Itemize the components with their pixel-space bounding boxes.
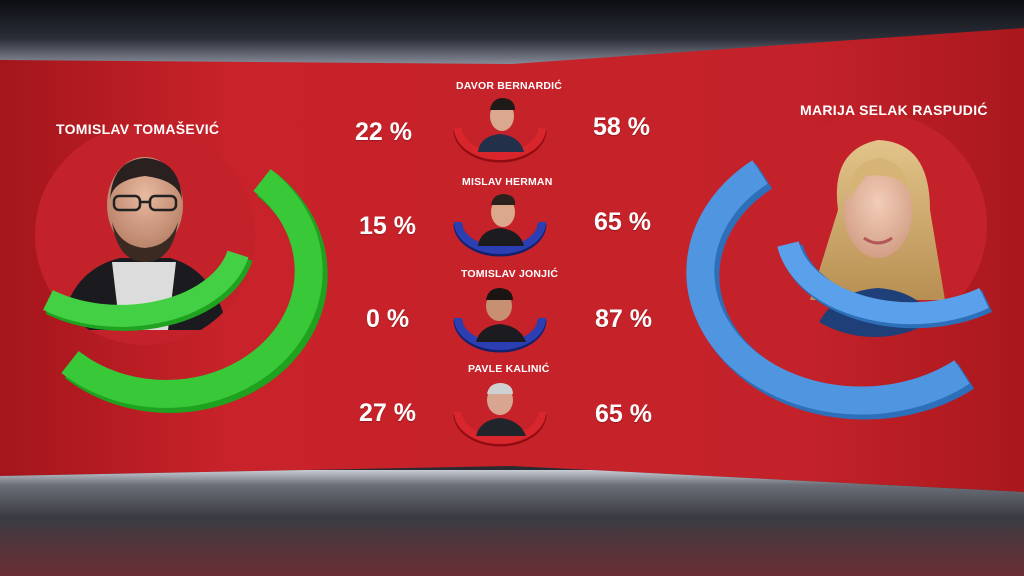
row-1-portrait [453, 98, 547, 163]
row-3-portrait [453, 288, 547, 353]
row-3-right-pct: 87 % [595, 305, 652, 333]
row-3-name: TOMISLAV JONJIĆ [461, 268, 559, 280]
row-4-portrait [453, 383, 547, 447]
row-1-name: DAVOR BERNARDIĆ [456, 80, 563, 92]
row-4-right-pct: 65 % [595, 400, 652, 428]
row-3-left-pct: 0 % [366, 305, 410, 333]
row-1-right-pct: 58 % [593, 113, 650, 141]
row-4-left-pct: 27 % [359, 399, 416, 427]
studio-floor [0, 470, 1024, 576]
row-2-right-pct: 65 % [594, 208, 651, 236]
left-candidate-rings [43, 168, 328, 413]
row-2-left-pct: 15 % [359, 212, 416, 240]
row-1-left-pct: 22 % [355, 118, 412, 146]
right-candidate-name: MARIJA SELAK RASPUDIĆ [800, 102, 988, 118]
row-2-name: MISLAV HERMAN [462, 176, 553, 188]
left-candidate-name: TOMISLAV TOMAŠEVIĆ [56, 121, 220, 137]
floor-reflection [0, 520, 1024, 576]
row-2-portrait [453, 194, 547, 257]
right-candidate-rings [686, 160, 993, 420]
row-4-name: PAVLE KALINIĆ [468, 363, 550, 375]
